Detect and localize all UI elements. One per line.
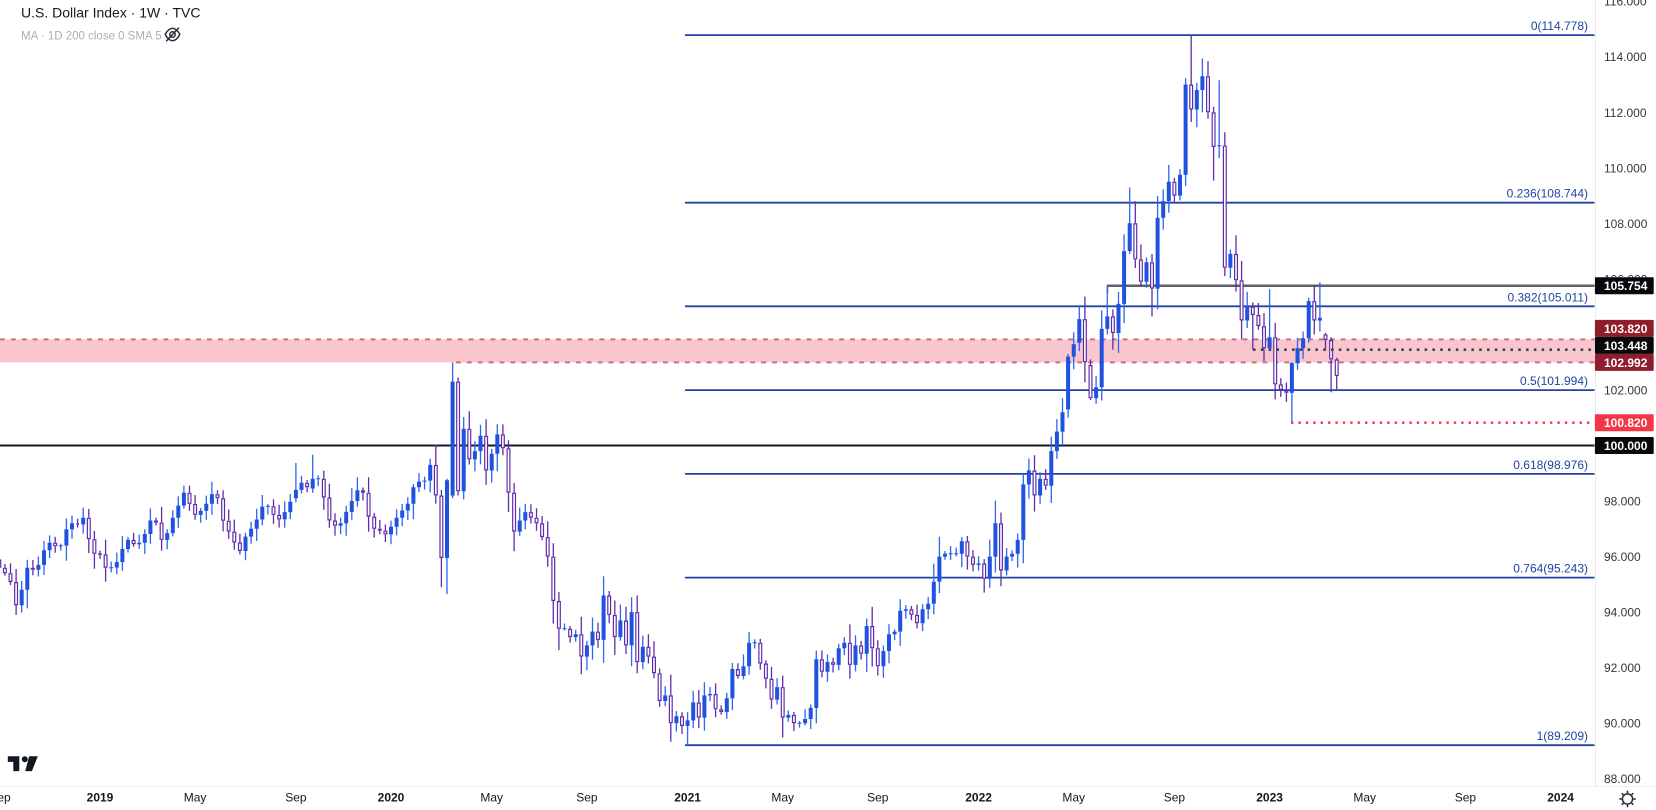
svg-text:88.000: 88.000 (1604, 772, 1641, 786)
svg-text:May: May (1062, 791, 1085, 805)
svg-text:102.992: 102.992 (1604, 356, 1648, 370)
svg-text:2021: 2021 (674, 791, 701, 805)
svg-text:2022: 2022 (965, 791, 992, 805)
svg-text:2023: 2023 (1256, 791, 1283, 805)
svg-text:103.448: 103.448 (1604, 339, 1648, 353)
svg-text:90.000: 90.000 (1604, 717, 1641, 731)
svg-text:Sep: Sep (867, 791, 889, 805)
svg-text:0.5(101.994): 0.5(101.994) (1520, 374, 1588, 388)
svg-text:May: May (1353, 791, 1376, 805)
svg-text:May: May (184, 791, 207, 805)
svg-text:92.000: 92.000 (1604, 661, 1641, 675)
svg-text:105.754: 105.754 (1604, 279, 1648, 293)
svg-text:MA · 1D 200 close 0 SMA 5: MA · 1D 200 close 0 SMA 5 (21, 31, 162, 43)
svg-text:0.236(108.744): 0.236(108.744) (1507, 187, 1588, 201)
svg-text:102.000: 102.000 (1604, 384, 1648, 398)
svg-text:0.618(98.976): 0.618(98.976) (1513, 458, 1588, 472)
svg-text:1(89.209): 1(89.209) (1537, 729, 1588, 743)
svg-text:116.000: 116.000 (1604, 0, 1647, 9)
svg-text:100.000: 100.000 (1604, 439, 1648, 453)
svg-text:0.764(95.243): 0.764(95.243) (1513, 562, 1588, 576)
svg-text:96.000: 96.000 (1604, 550, 1641, 564)
svg-text:108.000: 108.000 (1604, 217, 1648, 231)
svg-text:Sep: Sep (1455, 791, 1477, 805)
svg-text:100.820: 100.820 (1604, 416, 1648, 430)
svg-text:94.000: 94.000 (1604, 606, 1641, 620)
svg-text:103.820: 103.820 (1604, 322, 1648, 336)
svg-text:112.000: 112.000 (1604, 106, 1647, 120)
svg-text:114.000: 114.000 (1604, 50, 1647, 64)
svg-text:2020: 2020 (378, 791, 405, 805)
svg-text:U.S. Dollar Index · 1W · TVC: U.S. Dollar Index · 1W · TVC (21, 5, 200, 21)
svg-text:0(114.778): 0(114.778) (1531, 19, 1588, 33)
svg-text:Sep: Sep (1164, 791, 1186, 805)
svg-text:2024: 2024 (1547, 791, 1574, 805)
svg-text:May: May (480, 791, 503, 805)
svg-text:Sep: Sep (0, 791, 11, 805)
svg-text:May: May (771, 791, 794, 805)
svg-text:110.000: 110.000 (1604, 161, 1647, 175)
svg-text:2019: 2019 (87, 791, 114, 805)
svg-text:0.382(105.011): 0.382(105.011) (1507, 290, 1588, 304)
svg-text:Sep: Sep (576, 791, 598, 805)
svg-text:98.000: 98.000 (1604, 495, 1641, 509)
svg-text:Sep: Sep (285, 791, 307, 805)
